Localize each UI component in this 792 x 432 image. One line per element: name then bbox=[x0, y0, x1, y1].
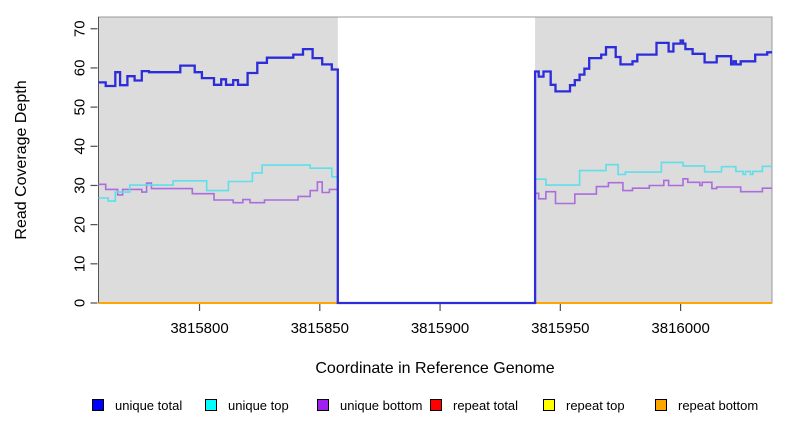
legend-swatch-repeat-total bbox=[430, 399, 442, 411]
x-tick-label: 3815950 bbox=[531, 320, 589, 337]
legend-label: unique total bbox=[115, 397, 183, 413]
legend-item-unique-total: unique total bbox=[92, 394, 182, 416]
legend-swatch-unique-bottom bbox=[317, 399, 329, 411]
legend-swatch-repeat-top bbox=[543, 399, 555, 411]
legend-item-unique-top: unique top bbox=[205, 394, 289, 416]
x-tick-label: 3815850 bbox=[291, 320, 349, 337]
series-unique-total bbox=[98, 39, 772, 305]
y-tick-label: 0 bbox=[72, 299, 89, 307]
series-unique-top bbox=[98, 161, 772, 304]
legend-label: unique top bbox=[228, 397, 289, 413]
legend-item-unique-bottom: unique bottom bbox=[317, 394, 422, 416]
y-tick-label: 50 bbox=[72, 99, 89, 116]
y-tick-label: 40 bbox=[72, 138, 89, 155]
legend-swatch-repeat-bottom bbox=[655, 399, 667, 411]
y-tick-label: 10 bbox=[72, 255, 89, 272]
legend-swatch-unique-top bbox=[205, 399, 217, 411]
legend-label: repeat bottom bbox=[678, 397, 759, 413]
x-tick-label: 3816000 bbox=[651, 320, 709, 337]
legend-swatch-unique-total bbox=[92, 399, 104, 411]
y-axis-ticks: 0 10 20 30 40 50 60 70 bbox=[72, 20, 98, 307]
y-tick-label: 70 bbox=[72, 20, 89, 37]
y-tick-label: 20 bbox=[72, 216, 89, 233]
legend-label: unique bottom bbox=[340, 397, 423, 413]
x-axis-title: Coordinate in Reference Genome bbox=[315, 360, 555, 377]
legend-label: repeat total bbox=[453, 397, 519, 413]
legend-label: repeat top bbox=[566, 397, 625, 413]
y-tick-label: 60 bbox=[72, 60, 89, 77]
series-unique-bottom bbox=[98, 178, 772, 304]
x-tick-label: 3815800 bbox=[170, 320, 228, 337]
x-axis-ticks: 3815800 3815850 3815900 3815950 3816000 bbox=[170, 304, 710, 337]
legend: unique total unique top unique bottom repea… bbox=[0, 394, 792, 420]
shaded-region bbox=[98, 17, 338, 303]
y-tick-label: 30 bbox=[72, 177, 89, 194]
legend-item-repeat-total: repeat total bbox=[430, 394, 518, 416]
x-tick-label: 3815900 bbox=[411, 320, 469, 337]
shaded-region bbox=[535, 17, 772, 303]
coverage-chart: 3815800 3815850 3815900 3815950 3816000 0 10 20… bbox=[72, 16, 773, 337]
legend-item-repeat-top: repeat top bbox=[543, 394, 625, 416]
legend-item-repeat-bottom: repeat bottom bbox=[655, 394, 758, 416]
y-axis-title: Read Coverage Depth bbox=[13, 80, 30, 240]
